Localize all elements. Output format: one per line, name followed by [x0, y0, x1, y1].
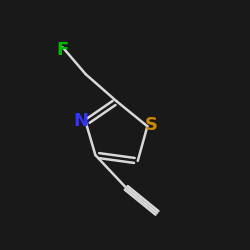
- Text: S: S: [144, 116, 157, 134]
- Text: F: F: [56, 41, 69, 59]
- Text: N: N: [74, 112, 88, 130]
